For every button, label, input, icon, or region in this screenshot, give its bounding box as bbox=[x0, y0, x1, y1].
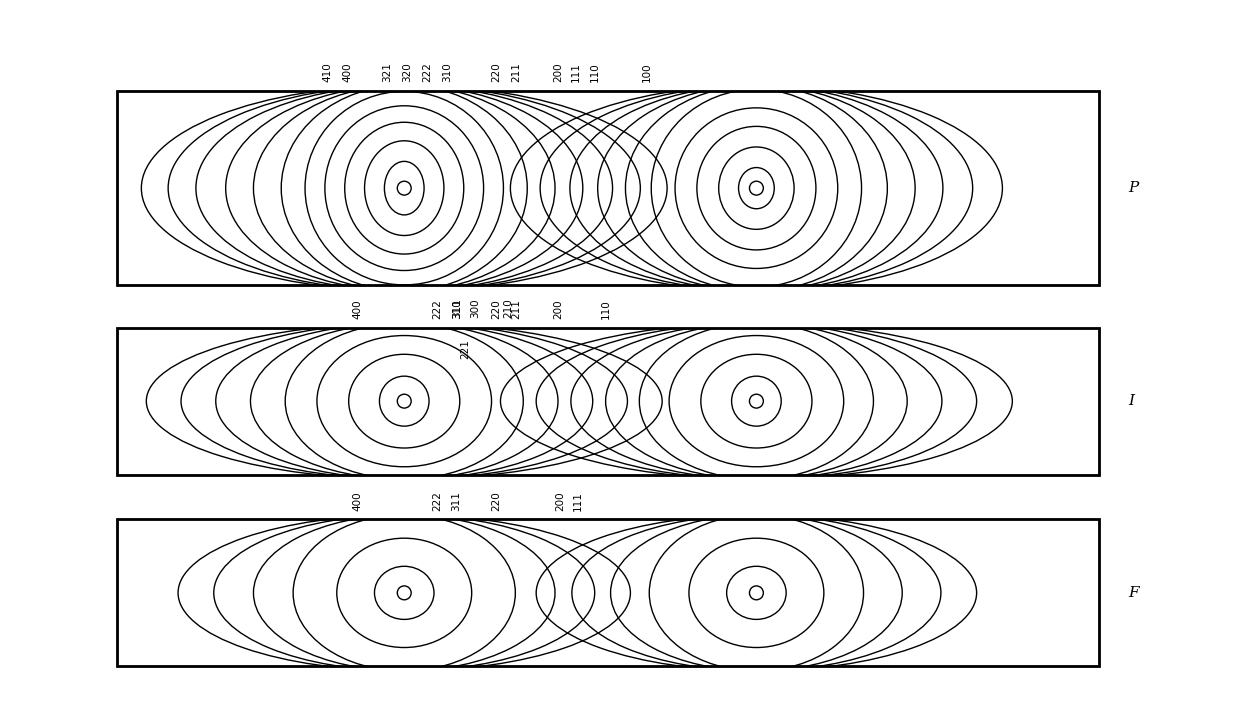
Text: 211: 211 bbox=[511, 300, 521, 320]
Text: I: I bbox=[1128, 394, 1135, 408]
Text: 200: 200 bbox=[556, 491, 565, 511]
Text: 200: 200 bbox=[553, 300, 563, 320]
Text: 222: 222 bbox=[432, 491, 441, 511]
Text: 222: 222 bbox=[432, 300, 441, 320]
Text: 400: 400 bbox=[342, 62, 352, 82]
Text: 220: 220 bbox=[491, 62, 501, 82]
Text: 110: 110 bbox=[590, 62, 600, 82]
Text: 222: 222 bbox=[422, 62, 432, 82]
Text: 311: 311 bbox=[451, 491, 461, 511]
Text: 310: 310 bbox=[451, 300, 461, 320]
Text: 111: 111 bbox=[573, 491, 583, 511]
Text: 220: 220 bbox=[491, 491, 501, 511]
Text: 320: 320 bbox=[402, 62, 412, 82]
Text: 300: 300 bbox=[470, 298, 480, 318]
Text: 211: 211 bbox=[511, 62, 521, 82]
Text: F: F bbox=[1128, 586, 1140, 600]
Text: 400: 400 bbox=[352, 491, 362, 511]
Text: 220: 220 bbox=[491, 300, 501, 320]
Text: 400: 400 bbox=[352, 300, 362, 320]
Text: 100: 100 bbox=[642, 62, 652, 82]
Text: 410: 410 bbox=[322, 62, 332, 82]
Text: 200: 200 bbox=[553, 62, 563, 82]
Text: 221: 221 bbox=[461, 339, 471, 359]
Text: 210: 210 bbox=[503, 298, 513, 318]
Text: P: P bbox=[1128, 181, 1138, 195]
Text: 310: 310 bbox=[441, 62, 451, 82]
Text: 321: 321 bbox=[382, 62, 392, 82]
Text: 110: 110 bbox=[600, 300, 610, 320]
Text: 311: 311 bbox=[451, 298, 461, 318]
Text: 111: 111 bbox=[570, 62, 580, 82]
